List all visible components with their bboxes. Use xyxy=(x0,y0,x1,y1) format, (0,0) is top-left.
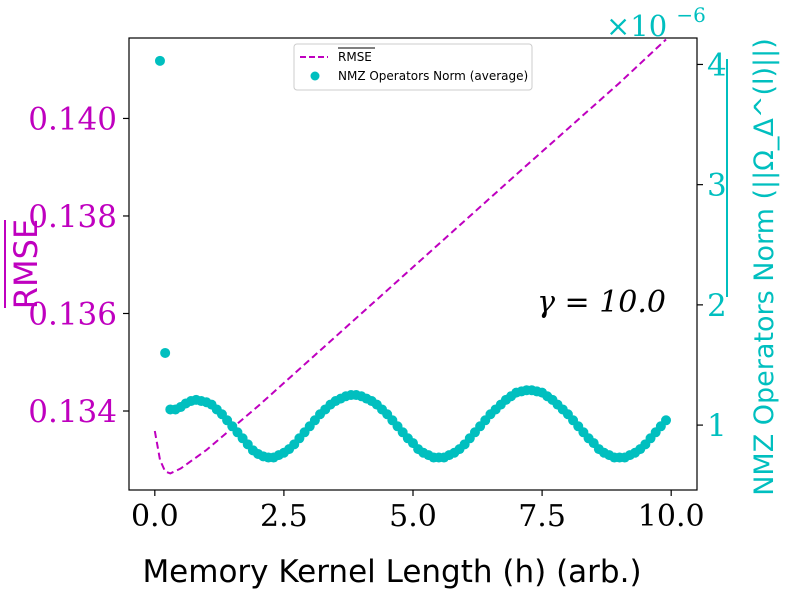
y-axis-right-label-group: NMZ Operators Norm (||Ω_Δ^(l)||) xyxy=(726,38,780,496)
y-left-tick-label: 0.138 xyxy=(28,199,117,235)
x-tick-label: 10.0 xyxy=(638,499,705,534)
legend-norm-swatch xyxy=(310,71,320,81)
plot-area xyxy=(153,38,672,475)
legend: RMSE NMZ Operators Norm (average) xyxy=(293,43,533,91)
right-axis-multiplier: ×10 xyxy=(606,9,667,43)
y-right-tick-label: 2 xyxy=(707,288,727,324)
nmz-norm-point xyxy=(154,55,165,66)
y-right-tick-label: 3 xyxy=(707,168,727,204)
axis-ticks: 0.0 2.5 5.0 7.5 10.0 0.134 0.136 0.138 0.140 1 2 3 4 xyxy=(28,47,726,534)
nmz-norm-point xyxy=(661,415,672,426)
legend-norm-label: NMZ Operators Norm (average) xyxy=(338,69,528,83)
y-axis-left-label: RMSE xyxy=(7,219,45,309)
nmz-norm-point xyxy=(160,347,171,358)
x-tick-label: 2.5 xyxy=(260,499,308,534)
y-left-tick-label: 0.134 xyxy=(28,394,117,430)
legend-rmse-label: RMSE xyxy=(338,50,372,64)
y-left-tick-label: 0.136 xyxy=(28,296,117,332)
y-right-tick-label: 1 xyxy=(707,408,727,444)
y-right-tick-label: 4 xyxy=(707,47,727,83)
right-axis-multiplier-group: ×10 −6 xyxy=(606,3,706,43)
legend-box xyxy=(293,43,533,91)
right-axis-exponent: −6 xyxy=(676,3,705,27)
y-left-tick-label: 0.140 xyxy=(28,101,117,137)
y-axis-left-label-group: RMSE xyxy=(4,219,45,309)
x-axis-label: Memory Kernel Length (h) (arb.) xyxy=(142,554,641,590)
y-axis-right-label: NMZ Operators Norm (||Ω_Δ^(l)||) xyxy=(749,38,780,496)
x-tick-label: 0.0 xyxy=(131,499,179,534)
gamma-annotation: γ = 10.0 xyxy=(537,285,666,320)
x-tick-label: 5.0 xyxy=(389,499,437,534)
x-tick-label: 7.5 xyxy=(518,499,566,534)
rmse-line xyxy=(153,38,667,475)
